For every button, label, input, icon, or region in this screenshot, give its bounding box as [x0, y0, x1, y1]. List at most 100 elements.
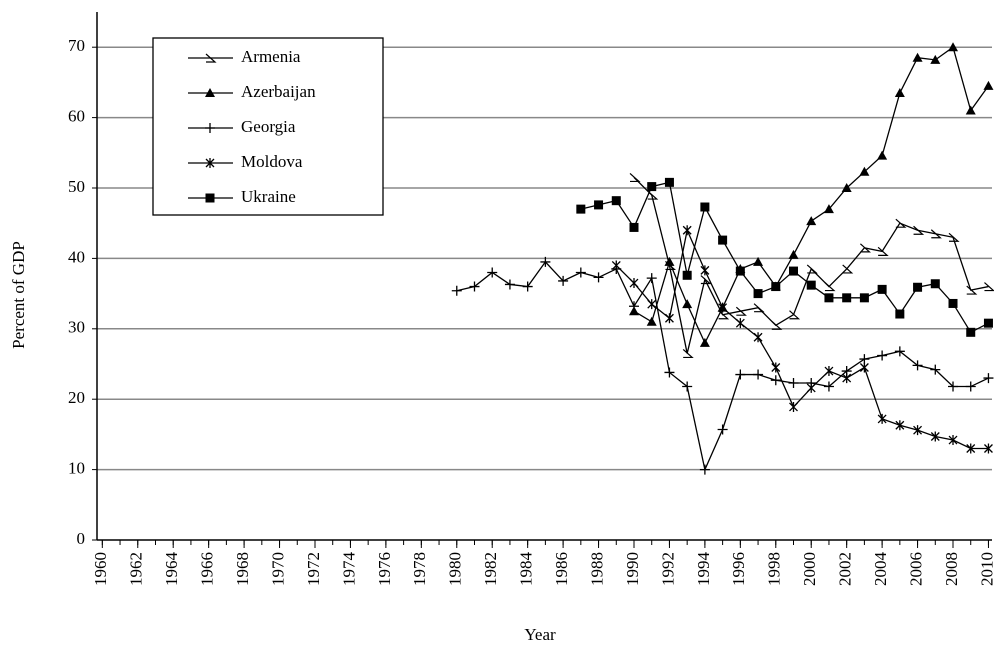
marker [859, 354, 870, 365]
marker [965, 381, 976, 392]
marker [647, 182, 657, 192]
marker [771, 362, 781, 373]
marker [788, 249, 799, 259]
marker [646, 316, 657, 326]
series [629, 42, 994, 347]
marker [629, 301, 639, 312]
marker [789, 401, 798, 412]
marker [593, 272, 604, 283]
marker [877, 413, 887, 424]
marker [930, 229, 942, 239]
marker [966, 327, 976, 337]
marker [948, 298, 958, 308]
x-tick-label: 1978 [410, 552, 429, 586]
marker [487, 267, 498, 278]
x-axis-label: Year [524, 625, 556, 644]
marker [522, 281, 533, 292]
x-tick-label: 1962 [127, 552, 146, 586]
marker [859, 243, 871, 253]
series [611, 225, 993, 454]
x-tick-label: 2008 [942, 552, 961, 586]
marker [895, 420, 905, 431]
marker [611, 260, 621, 271]
line [633, 176, 989, 354]
x-tick-label: 1960 [91, 552, 110, 586]
marker [735, 266, 745, 276]
marker [682, 225, 692, 236]
marker [842, 293, 852, 303]
marker [859, 166, 870, 176]
legend-label: Azerbaijan [241, 82, 316, 101]
marker [930, 431, 940, 442]
marker [771, 282, 781, 292]
legend-label: Moldova [241, 152, 303, 171]
series [576, 177, 993, 337]
marker [983, 443, 993, 454]
marker [205, 158, 215, 168]
marker [700, 202, 710, 212]
marker [682, 299, 693, 309]
marker [451, 285, 462, 296]
marker [753, 256, 764, 266]
marker [699, 464, 710, 475]
x-tick-label: 2006 [906, 552, 925, 586]
marker [558, 275, 569, 286]
marker [842, 264, 854, 274]
x-tick-label: 1982 [481, 552, 500, 586]
marker [948, 435, 958, 446]
marker [629, 278, 639, 289]
marker [611, 196, 621, 206]
marker [753, 303, 765, 313]
marker [842, 373, 852, 384]
y-tick-label: 40 [68, 247, 85, 266]
marker [682, 348, 694, 359]
marker [770, 375, 781, 386]
line [615, 228, 989, 450]
marker [540, 256, 551, 267]
x-tick-label: 1968 [233, 552, 252, 586]
x-tick-label: 2004 [871, 552, 890, 587]
marker [877, 246, 889, 256]
marker [859, 293, 869, 303]
marker [646, 273, 657, 284]
marker [806, 216, 817, 226]
marker [735, 306, 747, 316]
marker [753, 332, 763, 343]
marker [629, 172, 641, 183]
marker [912, 52, 923, 62]
y-tick-label: 30 [68, 318, 85, 337]
x-tick-label: 2000 [800, 552, 819, 586]
legend-label: Georgia [241, 117, 296, 136]
marker [930, 279, 940, 289]
x-tick-label: 1976 [375, 552, 394, 586]
marker [205, 88, 215, 97]
marker [682, 381, 693, 392]
marker [789, 266, 799, 276]
y-tick-label: 10 [68, 459, 85, 478]
x-tick-label: 2010 [977, 552, 994, 586]
x-tick-label: 1998 [765, 552, 784, 586]
marker [984, 282, 994, 292]
marker [913, 425, 923, 436]
marker [859, 362, 869, 373]
marker [983, 373, 994, 384]
x-tick-label: 1984 [517, 552, 536, 587]
marker [664, 313, 674, 324]
line [633, 46, 989, 345]
y-axis-label: Percent of GDP [9, 241, 28, 349]
marker [504, 279, 515, 290]
series [451, 256, 994, 475]
marker [824, 293, 834, 303]
legend-label: Armenia [241, 47, 301, 66]
marker [575, 267, 586, 278]
y-tick-label: 50 [68, 177, 85, 196]
marker [948, 381, 959, 392]
marker [205, 53, 217, 63]
marker [948, 232, 960, 242]
marker [664, 177, 674, 187]
marker [682, 270, 692, 280]
x-tick-label: 1974 [339, 552, 358, 587]
marker [469, 281, 480, 292]
x-tick-label: 1970 [268, 552, 287, 586]
marker [647, 299, 657, 310]
